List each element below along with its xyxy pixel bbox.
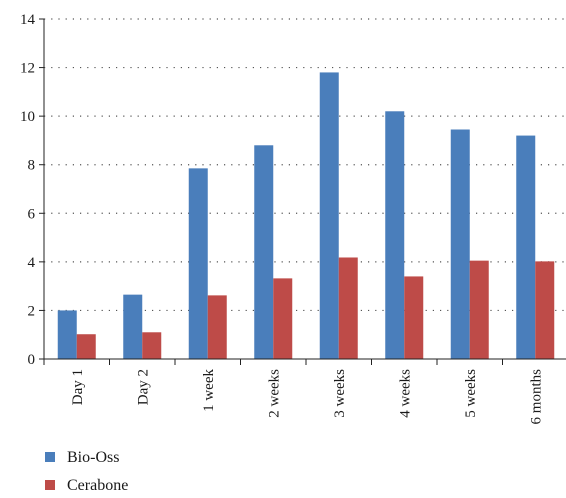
bar-cerabone [338,257,358,359]
legend-label: Bio-Oss [67,449,119,466]
x-tick-label: Day 2 [135,369,151,405]
y-tick-labels: 0 2 4 6 8 10 12 14 [20,12,36,368]
y-tick-label: 8 [28,158,36,174]
bar-cerabone [535,261,555,359]
bar-bio-oss [254,145,274,359]
legend-label: Cerabone [67,477,128,494]
x-tick-labels: Day 1 Day 2 1 week 2 weeks 3 weeks 4 weeks 5 w… [70,369,545,425]
x-tick-label: 3 weeks [332,369,348,418]
x-tick-label: 2 weeks [266,369,282,418]
bar-cerabone [207,295,227,359]
y-tick-label: 14 [20,12,36,28]
bar-cerabone [142,332,162,359]
bar-bio-oss [516,135,536,359]
y-tick-label: 10 [20,109,35,125]
x-tick-label: 5 weeks [463,369,479,418]
bar-cerabone [273,278,293,359]
legend: Bio-Oss Cerabone [45,449,128,494]
bar-bio-oss [319,72,339,359]
x-tick-label: 1 week [201,369,217,412]
x-tick-label: 4 weeks [397,369,413,418]
legend-swatch [45,480,55,490]
bar-bio-oss [385,111,405,360]
bar-cerabone [404,276,424,359]
bar-bio-oss [188,168,208,359]
bar-bio-oss [450,129,470,359]
legend-swatch [45,452,55,462]
bar-bio-oss [57,310,77,359]
y-tick-label: 0 [28,352,36,368]
bars [57,72,555,360]
x-tick-label: 6 months [528,369,544,425]
bar-cerabone [76,334,96,359]
y-tick-label: 2 [28,303,36,319]
y-tick-label: 12 [20,61,35,77]
bar-bio-oss [123,294,143,359]
y-tick-label: 6 [28,206,36,222]
axes [39,18,566,365]
bar-cerabone [469,260,489,359]
y-tick-label: 4 [28,255,36,271]
x-tick-label: Day 1 [70,369,86,405]
